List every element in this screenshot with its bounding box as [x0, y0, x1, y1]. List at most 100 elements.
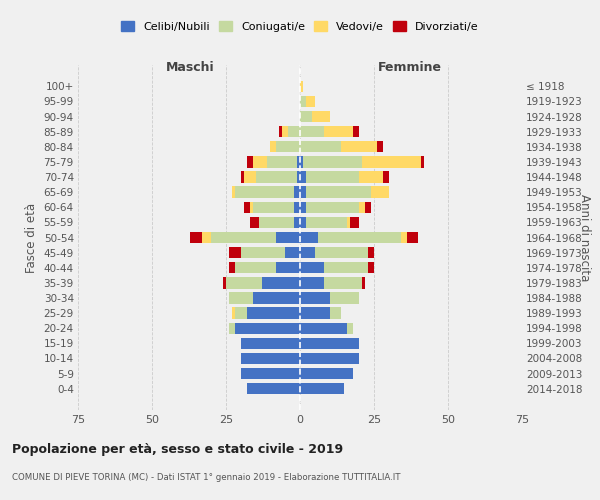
Bar	[303, 156, 362, 168]
Bar	[229, 247, 241, 258]
Bar	[371, 186, 389, 198]
Bar	[229, 322, 235, 334]
Bar	[253, 156, 268, 168]
Text: COMUNE DI PIEVE TORINA (MC) - Dati ISTAT 1° gennaio 2019 - Elaborazione TUTTITAL: COMUNE DI PIEVE TORINA (MC) - Dati ISTAT…	[12, 472, 401, 482]
Bar	[202, 232, 211, 243]
Bar	[190, 232, 202, 243]
Bar	[294, 216, 300, 228]
Bar	[300, 368, 353, 379]
Bar	[300, 383, 344, 394]
Bar	[229, 292, 253, 304]
Bar	[294, 202, 300, 213]
Bar	[318, 232, 401, 243]
Bar	[306, 96, 315, 107]
Bar	[365, 202, 371, 213]
Bar	[288, 126, 300, 138]
Bar	[241, 353, 300, 364]
Bar	[285, 247, 300, 258]
Bar	[253, 292, 300, 304]
Bar	[347, 216, 350, 228]
Bar	[300, 96, 306, 107]
Bar	[300, 156, 303, 168]
Bar	[253, 202, 294, 213]
Bar	[279, 126, 282, 138]
Bar	[259, 216, 294, 228]
Bar	[347, 322, 353, 334]
Bar	[323, 262, 368, 274]
Bar	[359, 202, 365, 213]
Bar	[256, 172, 297, 182]
Bar	[226, 277, 262, 288]
Bar	[247, 308, 300, 318]
Bar	[241, 368, 300, 379]
Bar	[262, 277, 300, 288]
Bar	[250, 202, 253, 213]
Bar	[323, 277, 362, 288]
Bar	[300, 308, 329, 318]
Bar	[300, 202, 306, 213]
Bar	[300, 292, 329, 304]
Bar	[368, 262, 374, 274]
Bar	[241, 172, 244, 182]
Bar	[368, 247, 374, 258]
Bar	[297, 156, 300, 168]
Bar	[241, 338, 300, 349]
Bar	[300, 216, 306, 228]
Bar	[300, 262, 323, 274]
Bar	[232, 186, 235, 198]
Bar	[329, 292, 359, 304]
Bar	[323, 126, 353, 138]
Bar	[306, 202, 359, 213]
Bar	[341, 141, 377, 152]
Bar	[362, 156, 421, 168]
Bar	[282, 126, 288, 138]
Bar	[329, 308, 341, 318]
Bar	[294, 186, 300, 198]
Bar	[235, 262, 277, 274]
Bar	[350, 216, 359, 228]
Text: Femmine: Femmine	[377, 62, 442, 74]
Bar	[300, 277, 323, 288]
Bar	[306, 216, 347, 228]
Bar	[383, 172, 389, 182]
Bar	[300, 111, 312, 122]
Bar	[407, 232, 418, 243]
Bar	[277, 262, 300, 274]
Bar	[300, 80, 303, 92]
Bar	[300, 126, 323, 138]
Bar	[223, 277, 226, 288]
Bar	[277, 232, 300, 243]
Bar	[300, 172, 306, 182]
Bar	[297, 172, 300, 182]
Bar	[315, 247, 368, 258]
Bar	[235, 186, 294, 198]
Bar	[241, 247, 285, 258]
Bar	[300, 322, 347, 334]
Bar	[353, 126, 359, 138]
Bar	[250, 216, 259, 228]
Bar	[235, 308, 247, 318]
Text: Maschi: Maschi	[166, 62, 215, 74]
Bar	[300, 247, 315, 258]
Y-axis label: Fasce di età: Fasce di età	[25, 202, 38, 272]
Bar	[232, 308, 235, 318]
Bar	[300, 141, 341, 152]
Text: Popolazione per età, sesso e stato civile - 2019: Popolazione per età, sesso e stato civil…	[12, 442, 343, 456]
Bar	[277, 141, 300, 152]
Y-axis label: Anni di nascita: Anni di nascita	[578, 194, 591, 281]
Bar	[306, 172, 359, 182]
Bar	[235, 322, 300, 334]
Bar	[300, 232, 318, 243]
Bar	[401, 232, 407, 243]
Legend: Celibi/Nubili, Coniugati/e, Vedovi/e, Divorziati/e: Celibi/Nubili, Coniugati/e, Vedovi/e, Di…	[119, 19, 481, 34]
Bar	[247, 383, 300, 394]
Bar	[362, 277, 365, 288]
Bar	[300, 338, 359, 349]
Bar	[244, 202, 250, 213]
Bar	[211, 232, 277, 243]
Bar	[377, 141, 383, 152]
Bar	[421, 156, 424, 168]
Bar	[300, 353, 359, 364]
Bar	[229, 262, 235, 274]
Bar	[268, 156, 297, 168]
